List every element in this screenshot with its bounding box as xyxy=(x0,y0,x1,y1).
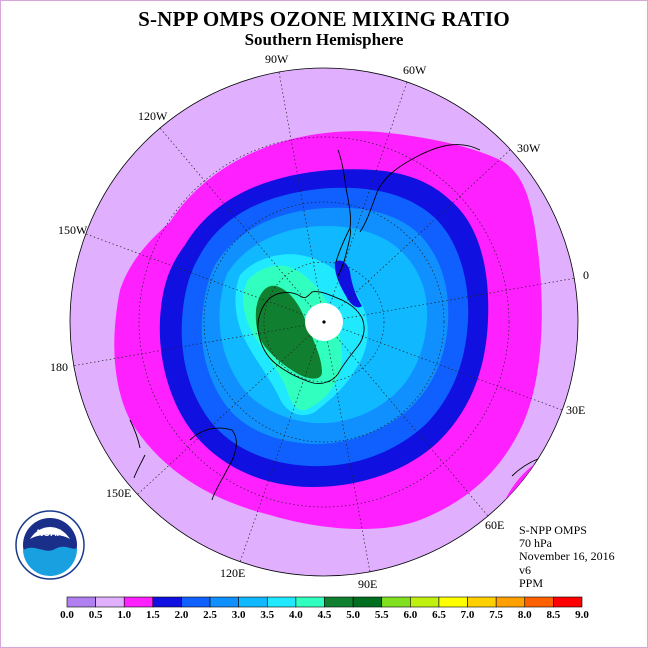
lon-label-0: 0 xyxy=(583,268,589,282)
colorbar-tick: 9.0 xyxy=(575,609,589,621)
antarctica-coast xyxy=(257,291,365,385)
colorbar-tick-labels: 0.0 0.5 1.0 1.5 2.0 2.5 3.0 3.5 4.0 4.5 5.0 5.5 6.0 6… xyxy=(0,609,648,625)
pole-dot xyxy=(322,320,326,324)
new-zealand xyxy=(129,419,146,479)
product-info: S-NPP OMPS 70 hPa November 16, 2016 v6 P… xyxy=(519,523,615,590)
colorbar-tick: 8.5 xyxy=(546,609,561,621)
colorbar-tick: 5.0 xyxy=(346,609,360,621)
colorbar-tick: 2.0 xyxy=(174,609,189,621)
lon-label-60w: 60W xyxy=(403,63,427,77)
colorbar-tick: 3.0 xyxy=(231,609,246,621)
info-date: November 16, 2016 xyxy=(519,549,615,564)
info-level: 70 hPa xyxy=(519,536,552,551)
lon-label-120e: 120E xyxy=(220,566,246,580)
noaa-logo: NOAA xyxy=(15,510,85,580)
map-title: S-NPP OMPS OZONE MIXING RATIO xyxy=(138,7,510,31)
colorbar-tick: 7.5 xyxy=(489,609,504,621)
colorbar-tick: 6.5 xyxy=(432,609,446,621)
lon-label-150w: 150W xyxy=(58,223,88,237)
colorbar-tick: 1.5 xyxy=(145,609,160,621)
colorbar-tick: 3.5 xyxy=(260,609,275,621)
colorbar-tick: 2.5 xyxy=(203,609,217,621)
info-version: v6 xyxy=(519,562,531,577)
lon-label-30w: 30W xyxy=(517,141,541,155)
colorbar-tick: 7.0 xyxy=(460,609,475,621)
colorbar-tick: 5.5 xyxy=(374,609,389,621)
colorbar-tick: 6.0 xyxy=(403,609,418,621)
colorbar-tick: 1.0 xyxy=(117,609,132,621)
info-units: PPM xyxy=(519,575,544,590)
colorbar-tick: 8.0 xyxy=(517,609,532,621)
meridians xyxy=(71,71,577,573)
lon-label-90w: 90W xyxy=(265,52,289,66)
noaa-logo-text: NOAA xyxy=(37,528,64,538)
colorbar-tick: 0.5 xyxy=(88,609,103,621)
map-subtitle: Southern Hemisphere xyxy=(244,30,404,49)
lon-label-90e: 90E xyxy=(358,577,378,591)
contour-blue-tongue xyxy=(334,260,362,308)
lon-label-120w: 120W xyxy=(138,109,168,123)
antarctic-peninsula xyxy=(335,226,351,277)
lon-label-150e: 150E xyxy=(106,486,132,500)
lon-label-30e: 30E xyxy=(566,403,586,417)
lon-label-180: 180 xyxy=(50,360,68,374)
latitude-circles xyxy=(138,136,510,508)
contour-4-5 xyxy=(255,285,322,379)
colorbar-tick: 4.5 xyxy=(317,609,332,621)
colorbar-tick: 4.0 xyxy=(289,609,303,621)
info-instrument: S-NPP OMPS xyxy=(519,523,587,537)
australia-coast xyxy=(189,427,237,501)
lon-label-60e: 60E xyxy=(485,518,505,532)
colorbar-tick: 0.0 xyxy=(60,609,74,621)
